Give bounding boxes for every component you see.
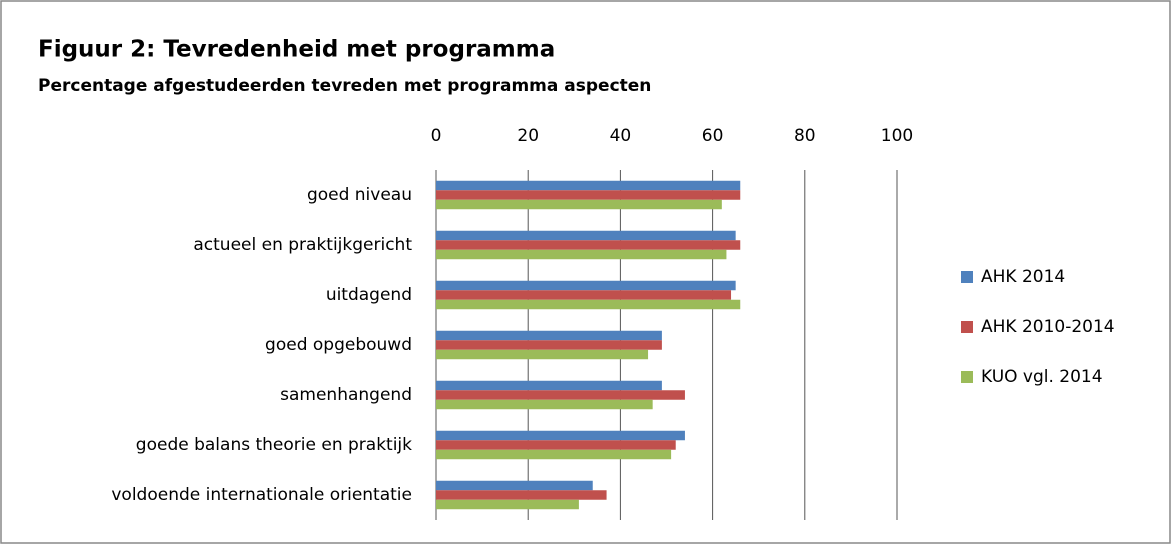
- bar: [436, 340, 662, 350]
- chart-subtitle: Percentage afgestudeerden tevreden met p…: [38, 76, 651, 96]
- y-tick-label: goed niveau: [307, 185, 412, 205]
- bar: [436, 180, 741, 191]
- bar: [436, 240, 741, 250]
- bar: [436, 190, 741, 200]
- x-tick-label: 100: [881, 126, 913, 146]
- legend-swatch: [961, 271, 973, 283]
- bar: [436, 440, 676, 450]
- bar: [436, 299, 741, 310]
- bar: [436, 330, 662, 341]
- legend-label: AHK 2014: [981, 267, 1065, 287]
- y-tick-label: goed opgebouwd: [265, 335, 412, 355]
- legend-swatch: [961, 371, 973, 383]
- bar: [436, 280, 736, 291]
- chart-title: Figuur 2: Tevredenheid met programma: [38, 37, 555, 63]
- bar: [436, 480, 593, 491]
- legend-label: KUO vgl. 2014: [981, 367, 1103, 387]
- y-tick-label: actueel en praktijkgericht: [193, 235, 412, 255]
- x-tick-label: 60: [702, 126, 724, 146]
- y-tick-label: samenhangend: [280, 385, 412, 405]
- bar: [436, 390, 685, 400]
- x-tick-label: 20: [517, 126, 539, 146]
- y-tick-label: voldoende internationale orientatie: [111, 485, 412, 505]
- bar: [436, 499, 579, 510]
- bar: [436, 449, 672, 460]
- bar: [436, 399, 653, 410]
- legend-swatch: [961, 321, 973, 333]
- x-tick-label: 0: [431, 126, 442, 146]
- bar: [436, 430, 685, 441]
- x-tick-label: 40: [610, 126, 632, 146]
- bar: [436, 199, 722, 210]
- x-tick-label: 80: [794, 126, 816, 146]
- bar: [436, 249, 727, 260]
- bar: [436, 230, 736, 241]
- bar: [436, 290, 732, 300]
- legend-label: AHK 2010-2014: [981, 317, 1115, 337]
- bar: [436, 349, 649, 360]
- bar: [436, 380, 662, 391]
- bar: [436, 490, 607, 500]
- y-tick-label: goede balans theorie en praktijk: [136, 435, 412, 455]
- y-tick-label: uitdagend: [326, 285, 412, 305]
